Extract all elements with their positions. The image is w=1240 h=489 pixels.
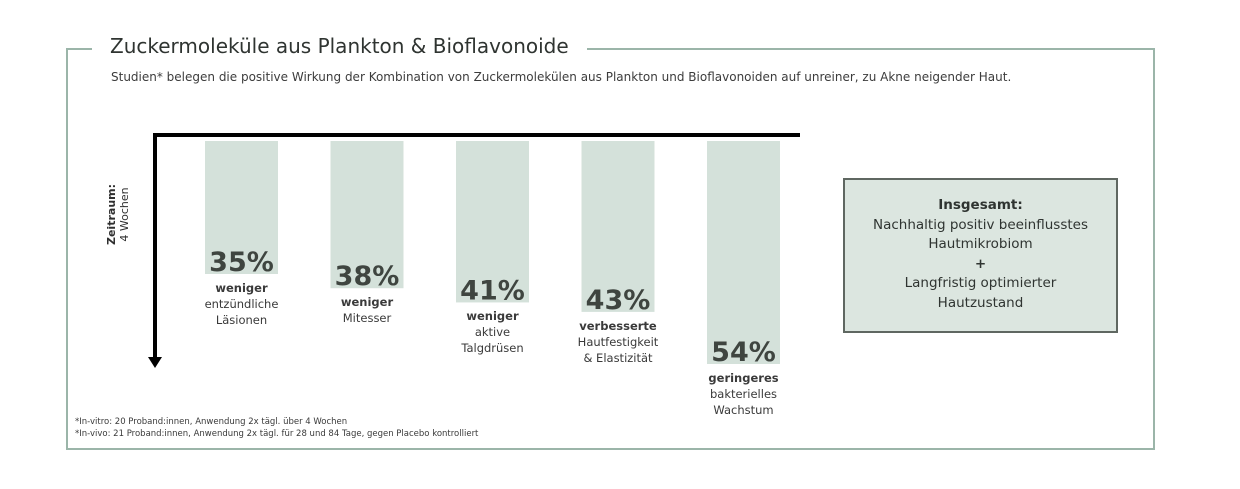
bar-label-text: aktive Talgdrüsen <box>461 325 524 356</box>
summary-line3: Langfristig optimierter <box>904 275 1057 291</box>
axis-label-line1: Zeitraum: <box>105 183 118 245</box>
bar-label-1: weniger entzündliche Läsionen <box>172 280 312 328</box>
summary-line1: Nachhaltig positiv beeinflusstes <box>872 216 1089 233</box>
axis-label-line2: 4 Wochen <box>118 187 131 242</box>
page-subtitle: Studien* belegen die positive Wirkung de… <box>111 70 1012 84</box>
bar-label-text: Hautfestigkeit & Elastizität <box>577 334 659 365</box>
bar-label-keyword: weniger <box>340 295 394 310</box>
arrow-down-icon <box>148 357 162 368</box>
content-frame <box>66 48 1155 450</box>
summary-plus: + <box>974 255 987 272</box>
axis-label: Zeitraum: 4 Wochen <box>105 184 131 245</box>
bar-value-1: 35% <box>209 247 274 278</box>
bar-label-4: verbesserte Hautfestigkeit & Elastizität <box>548 318 688 366</box>
bar-value-3: 41% <box>460 275 525 306</box>
bar-2 <box>330 141 404 289</box>
bar-label-text: entzündliche Läsionen <box>204 297 279 327</box>
footnotes: *In-vitro: 20 Proband:innen, Anwendung 2… <box>75 416 478 440</box>
summary-line2: Hautmikrobiom <box>928 236 1033 252</box>
bar-1 <box>205 141 278 274</box>
bar-label-2: weniger Mitesser <box>297 294 437 326</box>
summary-line4: Hautzustand <box>937 294 1024 311</box>
summary-box: Insgesamt: Nachhaltig positiv beeinfluss… <box>843 178 1118 333</box>
bar-label-keyword: verbesserte <box>579 318 657 333</box>
bar-3 <box>456 141 529 303</box>
footnote-invitro: *In-vitro: 20 Proband:innen, Anwendung 2… <box>75 417 348 427</box>
subtitle-background <box>92 64 1052 100</box>
bar-label-5: geringeres bakterielles Wachstum <box>674 370 814 418</box>
bar-value-4: 43% <box>586 285 651 316</box>
bar-5 <box>707 141 780 364</box>
page-title: Zuckermoleküle aus Plankton & Bioflavono… <box>92 34 587 58</box>
bar-label-text: Mitesser <box>342 311 392 326</box>
bar-label-keyword: weniger <box>215 281 268 295</box>
bar-label-text: bakterielles Wachstum <box>709 387 778 417</box>
bar-label-3: weniger aktive Talgdrüsen <box>423 308 563 356</box>
bar-4 <box>581 141 655 312</box>
summary-heading: Insgesamt: <box>938 197 1023 213</box>
bar-value-5: 54% <box>711 337 776 368</box>
footnote-invivo: *In-vivo: 21 Proband:innen, Anwendung 2x… <box>75 429 479 439</box>
bar-label-keyword: geringeres <box>708 371 779 385</box>
bar-label-keyword: weniger <box>466 309 519 324</box>
bar-value-2: 38% <box>335 261 400 292</box>
